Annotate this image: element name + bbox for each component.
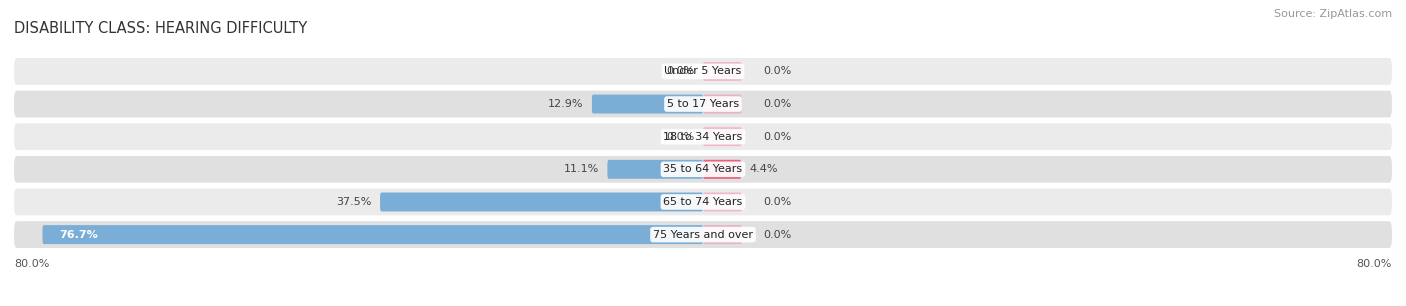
FancyBboxPatch shape xyxy=(592,95,703,114)
Text: 0.0%: 0.0% xyxy=(763,66,792,76)
FancyBboxPatch shape xyxy=(380,192,703,211)
FancyBboxPatch shape xyxy=(703,62,742,81)
FancyBboxPatch shape xyxy=(14,91,1392,118)
FancyBboxPatch shape xyxy=(703,160,742,179)
FancyBboxPatch shape xyxy=(703,192,742,211)
FancyBboxPatch shape xyxy=(607,160,703,179)
Text: 18 to 34 Years: 18 to 34 Years xyxy=(664,132,742,142)
FancyBboxPatch shape xyxy=(703,127,742,146)
Text: 75 Years and over: 75 Years and over xyxy=(652,230,754,240)
FancyBboxPatch shape xyxy=(703,225,742,244)
Text: 0.0%: 0.0% xyxy=(763,132,792,142)
Text: 11.1%: 11.1% xyxy=(564,164,599,174)
Text: 35 to 64 Years: 35 to 64 Years xyxy=(664,164,742,174)
Text: 0.0%: 0.0% xyxy=(763,197,792,207)
Text: 5 to 17 Years: 5 to 17 Years xyxy=(666,99,740,109)
FancyBboxPatch shape xyxy=(14,58,1392,85)
Text: 12.9%: 12.9% xyxy=(548,99,583,109)
Text: 80.0%: 80.0% xyxy=(14,259,49,269)
FancyBboxPatch shape xyxy=(14,221,1392,248)
Text: 4.4%: 4.4% xyxy=(749,164,778,174)
FancyBboxPatch shape xyxy=(14,188,1392,215)
FancyBboxPatch shape xyxy=(703,95,742,114)
Text: 0.0%: 0.0% xyxy=(666,132,695,142)
FancyBboxPatch shape xyxy=(14,123,1392,150)
Text: 0.0%: 0.0% xyxy=(763,99,792,109)
Text: 65 to 74 Years: 65 to 74 Years xyxy=(664,197,742,207)
Text: 76.7%: 76.7% xyxy=(59,230,98,240)
Text: DISABILITY CLASS: HEARING DIFFICULTY: DISABILITY CLASS: HEARING DIFFICULTY xyxy=(14,21,308,36)
FancyBboxPatch shape xyxy=(14,156,1392,183)
Text: 0.0%: 0.0% xyxy=(763,230,792,240)
Text: 37.5%: 37.5% xyxy=(336,197,371,207)
Text: Source: ZipAtlas.com: Source: ZipAtlas.com xyxy=(1274,9,1392,19)
FancyBboxPatch shape xyxy=(703,160,741,179)
Text: 80.0%: 80.0% xyxy=(1357,259,1392,269)
Text: 0.0%: 0.0% xyxy=(666,66,695,76)
Text: Under 5 Years: Under 5 Years xyxy=(665,66,741,76)
FancyBboxPatch shape xyxy=(42,225,703,244)
